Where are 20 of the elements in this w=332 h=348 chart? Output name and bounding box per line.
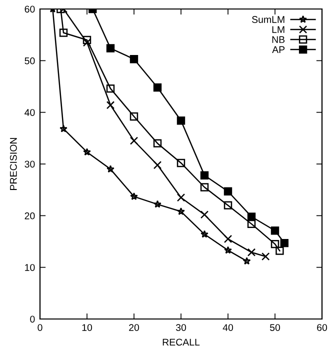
y-axis-title: PRECISION (10, 138, 17, 190)
legend-label: SumLM (252, 16, 284, 23)
legend-label: LM (272, 26, 284, 33)
y-tick-label: 10 (25, 264, 35, 271)
x-tick-label: 30 (176, 324, 186, 331)
legend-label: NB (272, 36, 285, 43)
x-tick-label: 40 (222, 324, 234, 331)
x-tick-label: 60 (317, 324, 328, 331)
x-tick-label: 10 (82, 324, 92, 331)
x-tick-label: 50 (270, 324, 280, 331)
y-tick-label: 60 (24, 6, 35, 13)
y-tick-label: 20 (24, 212, 35, 220)
y-tick-label: 40 (24, 109, 35, 116)
x-axis-title: RECALL (162, 338, 200, 346)
x-tick-label: 20 (129, 324, 140, 331)
y-tick-label: 30 (24, 160, 35, 168)
legend-label: AP (272, 46, 285, 53)
x-tick-label: 0 (38, 324, 42, 331)
y-tick-label: 0 (30, 316, 35, 323)
y-tick-label: 50 (24, 57, 35, 64)
